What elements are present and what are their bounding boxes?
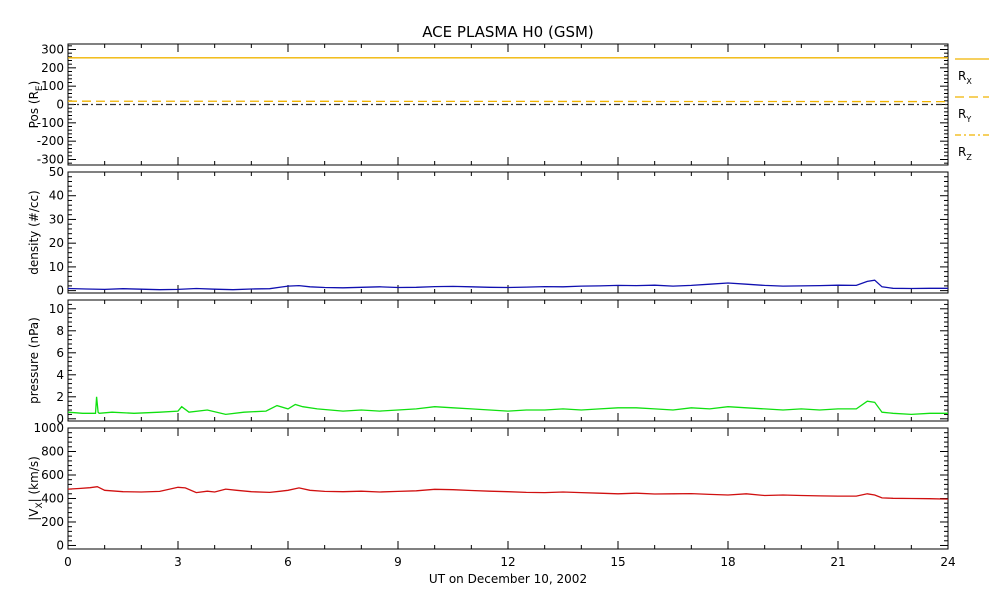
density-y-axis-label: density (#/cc) xyxy=(27,190,41,274)
pos-y-axis-label-text: Pos (R xyxy=(27,91,41,128)
vx-y-tick-label: 400 xyxy=(41,491,64,505)
pos-y-axis-label: Pos (RE) xyxy=(27,81,45,129)
legend-label-main: R xyxy=(958,145,966,159)
density-y-tick-label: 0 xyxy=(56,284,64,298)
pos-y-tick-label: 100 xyxy=(41,79,64,93)
x-tick-label: 0 xyxy=(64,555,72,569)
pos-y-tick-label: -300 xyxy=(37,153,64,167)
density-y-tick-label: 10 xyxy=(49,260,64,274)
pressure-y-axis-label: pressure (nPa) xyxy=(27,317,41,404)
panel-vx: 0 200 400 600 800 1000 |VX| (km/s) xyxy=(27,421,949,552)
legend-label-z: RZ xyxy=(958,145,972,162)
legend-label-sub: Y xyxy=(965,115,971,124)
legend-label-main: R xyxy=(958,69,966,83)
vx-y-axis-label-text: |V xyxy=(27,508,41,521)
x-tick-label: 3 xyxy=(174,555,182,569)
vx-y-tick-label: 0 xyxy=(56,538,64,552)
x-tick-label: 12 xyxy=(500,555,515,569)
pressure-y-tick-label: 8 xyxy=(56,324,64,338)
pos-frame xyxy=(67,43,949,166)
panel-pressure: 0 2 4 6 8 10 pressure (nPa) xyxy=(27,299,949,426)
legend-label-y: RY xyxy=(958,107,971,124)
density-frame xyxy=(67,171,949,294)
vx-y-tick-label: 600 xyxy=(41,468,64,482)
pos-y-axis-label-sub: E xyxy=(35,85,45,91)
vx-y-axis-label: |VX| (km/s) xyxy=(27,456,45,521)
pressure-y-axis-label-text: pressure (nPa) xyxy=(27,317,41,404)
x-tick-label: 18 xyxy=(720,555,735,569)
legend-label-x: RX xyxy=(958,69,972,86)
vx-frame xyxy=(67,427,949,550)
series-line-pressure-pressure xyxy=(67,396,948,416)
vx-y-tick-label: 1000 xyxy=(33,421,64,435)
x-axis-label: UT on December 10, 2002 xyxy=(429,572,587,586)
pos-y-tick-label: 0 xyxy=(56,98,64,112)
vx-y-tick-label: 200 xyxy=(41,515,64,529)
density-y-tick-label: 50 xyxy=(49,165,64,179)
pressure-y-tick-label: 0 xyxy=(56,412,64,426)
pressure-y-tick-label: 4 xyxy=(56,368,64,382)
pressure-frame xyxy=(67,299,949,422)
legend-label-sub: X xyxy=(966,77,972,86)
panel-density: 0 10 20 30 40 50 density (#/cc) xyxy=(27,165,949,298)
density-y-tick-label: 30 xyxy=(49,212,64,226)
x-tick-label: 21 xyxy=(830,555,845,569)
density-y-axis-label-text: density (#/cc) xyxy=(27,190,41,274)
pressure-y-tick-label: 10 xyxy=(49,302,64,316)
pos-y-axis-label-end: ) xyxy=(27,81,41,86)
pos-y-tick-label: 200 xyxy=(41,61,64,75)
legend-label-sub: Z xyxy=(966,153,972,162)
chart-title: ACE PLASMA H0 (GSM) xyxy=(422,23,594,41)
x-tick-label: 15 xyxy=(610,555,625,569)
series-line-vx-vx xyxy=(67,486,949,500)
density-y-tick-label: 40 xyxy=(49,189,64,203)
pos-y-tick-label: -200 xyxy=(37,134,64,148)
legend-label-main: R xyxy=(958,107,966,121)
pos-y-tick-label: 300 xyxy=(41,43,64,57)
pressure-y-tick-label: 6 xyxy=(56,346,64,360)
pressure-y-tick-label: 2 xyxy=(56,390,64,404)
x-tick-label: 9 xyxy=(394,555,402,569)
density-y-tick-label: 20 xyxy=(49,236,64,250)
pos-y-tick-label: -100 xyxy=(37,116,64,130)
x-tick-label: 6 xyxy=(284,555,292,569)
vx-y-axis-label-end: | (km/s) xyxy=(27,456,41,502)
x-tick-label: 24 xyxy=(940,555,955,569)
vx-y-axis-label-sub: X xyxy=(35,502,45,508)
vx-y-tick-label: 800 xyxy=(41,444,64,458)
series-line-density-density xyxy=(67,279,948,291)
